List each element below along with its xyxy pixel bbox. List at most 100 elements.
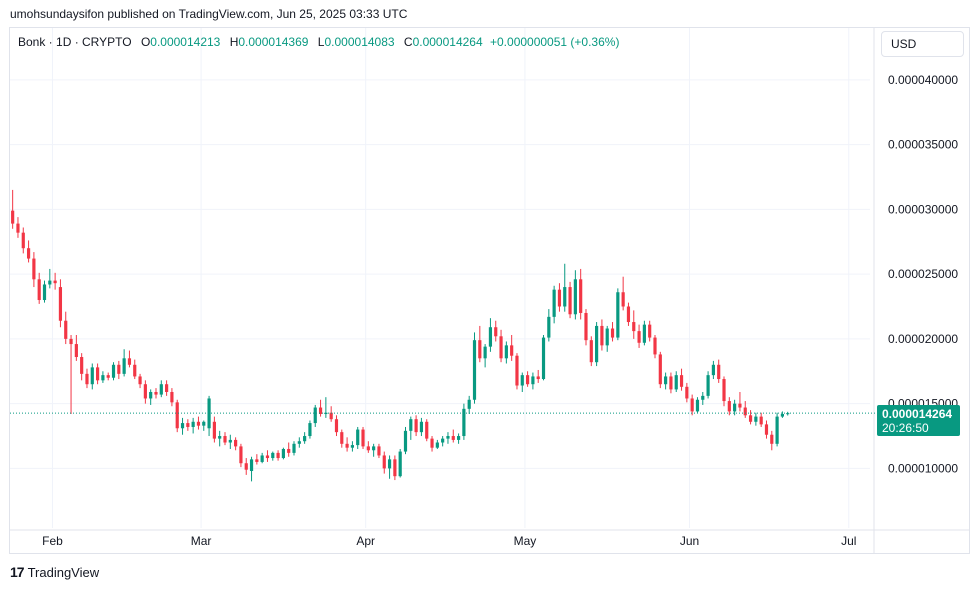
candle-body	[589, 340, 593, 363]
candle-body	[754, 416, 758, 422]
high-label: H	[229, 35, 239, 49]
candle-body	[669, 376, 673, 390]
candle-body	[260, 455, 264, 462]
y-tick-label: 0.000035000	[888, 138, 958, 152]
candle-body	[234, 439, 238, 447]
candle-body	[690, 398, 694, 412]
candle-body	[658, 354, 662, 385]
candle-body	[717, 364, 721, 380]
candle-body	[377, 446, 381, 456]
candle-body	[722, 379, 726, 402]
y-tick-label: 0.000020000	[888, 332, 958, 346]
candle-body	[584, 312, 588, 341]
candle-body	[419, 421, 424, 433]
candle-body	[642, 324, 646, 343]
candle-body	[679, 375, 684, 387]
candle-body	[706, 375, 710, 396]
candle-body	[207, 398, 211, 429]
candle-body	[664, 376, 668, 385]
candle-body	[430, 438, 434, 448]
candle-body	[382, 455, 386, 469]
candle-body	[228, 439, 232, 443]
price-axis[interactable]: 0.000040000 0.000035000 0.000030000 0.00002…	[888, 73, 958, 476]
candle-body	[186, 423, 190, 427]
candle-body	[616, 292, 620, 338]
candle-body	[387, 459, 392, 469]
candle-body	[483, 346, 487, 359]
candle-body	[244, 463, 248, 470]
y-tick-label: 0.000030000	[888, 202, 958, 216]
candle-body	[101, 375, 105, 381]
candle-body	[191, 421, 195, 427]
candle-body	[462, 408, 466, 437]
symbol-label[interactable]: Bonk · 1D · CRYPTO	[18, 35, 132, 49]
candle-body	[85, 373, 89, 385]
candle-body	[748, 415, 753, 422]
candle-body	[674, 375, 678, 390]
candle-body	[340, 432, 344, 444]
candle-body	[53, 280, 57, 284]
publisher-line: umohsundaysifon published on TradingView…	[10, 7, 408, 21]
candle-body	[154, 391, 158, 395]
candle-body	[711, 364, 715, 376]
candle-body	[541, 337, 546, 380]
candle-body	[334, 419, 339, 433]
candle-body	[281, 448, 285, 459]
candle-body	[96, 367, 100, 381]
time-axis[interactable]: Feb Mar Apr May Jun Jul	[42, 534, 856, 548]
y-tick-label: 0.000025000	[888, 267, 958, 281]
candle-body	[64, 320, 68, 339]
candle-body	[733, 403, 737, 412]
last-price-tag: 0.000014264 20:26:50	[877, 405, 960, 437]
candle-body	[265, 455, 270, 459]
candle-body	[595, 325, 599, 363]
currency-button[interactable]: USD	[881, 31, 964, 57]
candle-body	[308, 423, 312, 437]
candle-body	[366, 446, 370, 451]
close-value: 0.000014264	[412, 35, 483, 49]
candle-body	[770, 434, 774, 444]
candle-body	[441, 438, 445, 443]
candle-body	[372, 446, 376, 451]
candle-body	[579, 279, 583, 313]
x-tick-label: Jul	[841, 534, 856, 548]
candle-body	[48, 280, 52, 285]
candle-body	[292, 443, 296, 453]
candle-body	[138, 376, 142, 385]
candle-body	[127, 358, 132, 365]
candle-body	[74, 344, 78, 358]
candle-body	[478, 340, 482, 359]
candle-body	[313, 407, 317, 424]
candle-body	[90, 367, 94, 385]
tradingview-logo[interactable]: 17 TradingView	[10, 564, 99, 580]
candle-body	[249, 459, 254, 472]
candle-body	[345, 443, 349, 448]
candle-body	[610, 328, 615, 338]
candle-body	[456, 436, 461, 440]
candle-body	[563, 287, 567, 307]
candle-body	[403, 430, 408, 452]
candle-body	[170, 391, 174, 403]
candle-body	[329, 412, 333, 420]
candle-body	[350, 445, 354, 448]
candle-body	[494, 327, 498, 337]
candle-body	[775, 416, 779, 444]
candle-body	[626, 306, 631, 323]
candle-body	[695, 399, 700, 412]
close-label: C	[403, 35, 413, 49]
candle-body	[409, 419, 413, 431]
candle-body	[398, 451, 402, 477]
candle-body	[764, 424, 769, 435]
candle-body	[446, 436, 450, 439]
candle-body	[212, 421, 216, 439]
candle-body	[393, 459, 397, 477]
x-tick-label: Jun	[680, 534, 699, 548]
candle-body	[32, 258, 36, 280]
candle-body	[143, 384, 147, 399]
candle-body	[653, 337, 657, 355]
candle-body	[133, 364, 137, 377]
candle-body	[701, 395, 705, 400]
candle-body	[759, 416, 763, 425]
low-label: L	[317, 35, 325, 49]
